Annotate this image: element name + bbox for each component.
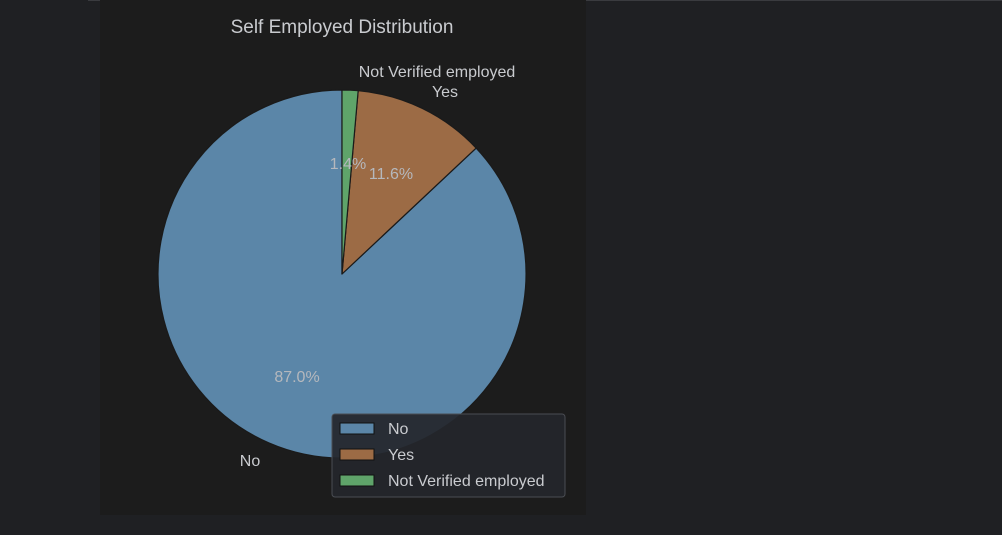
percent-label-no: 87.0%: [274, 369, 319, 386]
percent-label-not-verified: 1.4%: [330, 156, 366, 173]
legend-swatch-not-verified: [339, 474, 375, 487]
legend-swatch-no: [339, 422, 375, 435]
legend-label-not-verified: Not Verified employed: [388, 473, 545, 490]
legend-label-yes: Yes: [388, 447, 414, 464]
pie-slice-not-verified: [341, 89, 359, 275]
legend: No Yes Not Verified employed: [331, 413, 566, 498]
legend-label-no: No: [388, 421, 409, 438]
percent-label-yes: 11.6%: [369, 166, 413, 183]
category-label-no: No: [240, 453, 261, 470]
legend-box: [331, 413, 566, 498]
chart-title: Self Employed Distribution: [231, 17, 454, 38]
category-label-yes: Yes: [432, 84, 458, 101]
pie-slice-yes: [341, 90, 477, 275]
category-label-not-verified: Not Verified employed: [359, 64, 516, 81]
legend-swatch-yes: [339, 448, 375, 461]
